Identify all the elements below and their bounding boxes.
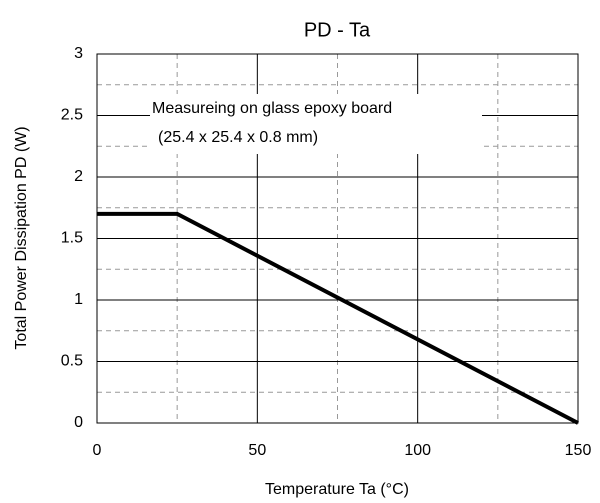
- y-axis-label: Total Power Dissipation PD (W): [13, 126, 30, 349]
- annotation: (25.4 x 25.4 x 0.8 mm): [158, 129, 318, 146]
- y-tick-label: 3: [74, 45, 83, 62]
- x-tick-label: 150: [565, 442, 592, 459]
- y-tick-label: 0: [74, 414, 83, 431]
- annotation: Measureing on glass epoxy board: [152, 100, 392, 117]
- x-axis-label: Temperature Ta (°C): [265, 481, 409, 498]
- y-tick-label: 1.5: [61, 230, 83, 247]
- annotation-box: [150, 94, 482, 154]
- x-tick-label: 100: [404, 442, 431, 459]
- y-tick-label: 0.5: [61, 353, 83, 370]
- plot-frame: [96, 53, 579, 424]
- data-line: [97, 211, 579, 425]
- y-tick-label: 2: [74, 168, 83, 185]
- chart-title: PD - Ta: [304, 19, 371, 41]
- x-tick-label: 0: [93, 442, 102, 459]
- y-tick-label: 1: [74, 291, 83, 308]
- y-tick-label: 2.5: [61, 107, 83, 124]
- x-tick-label: 50: [248, 442, 266, 459]
